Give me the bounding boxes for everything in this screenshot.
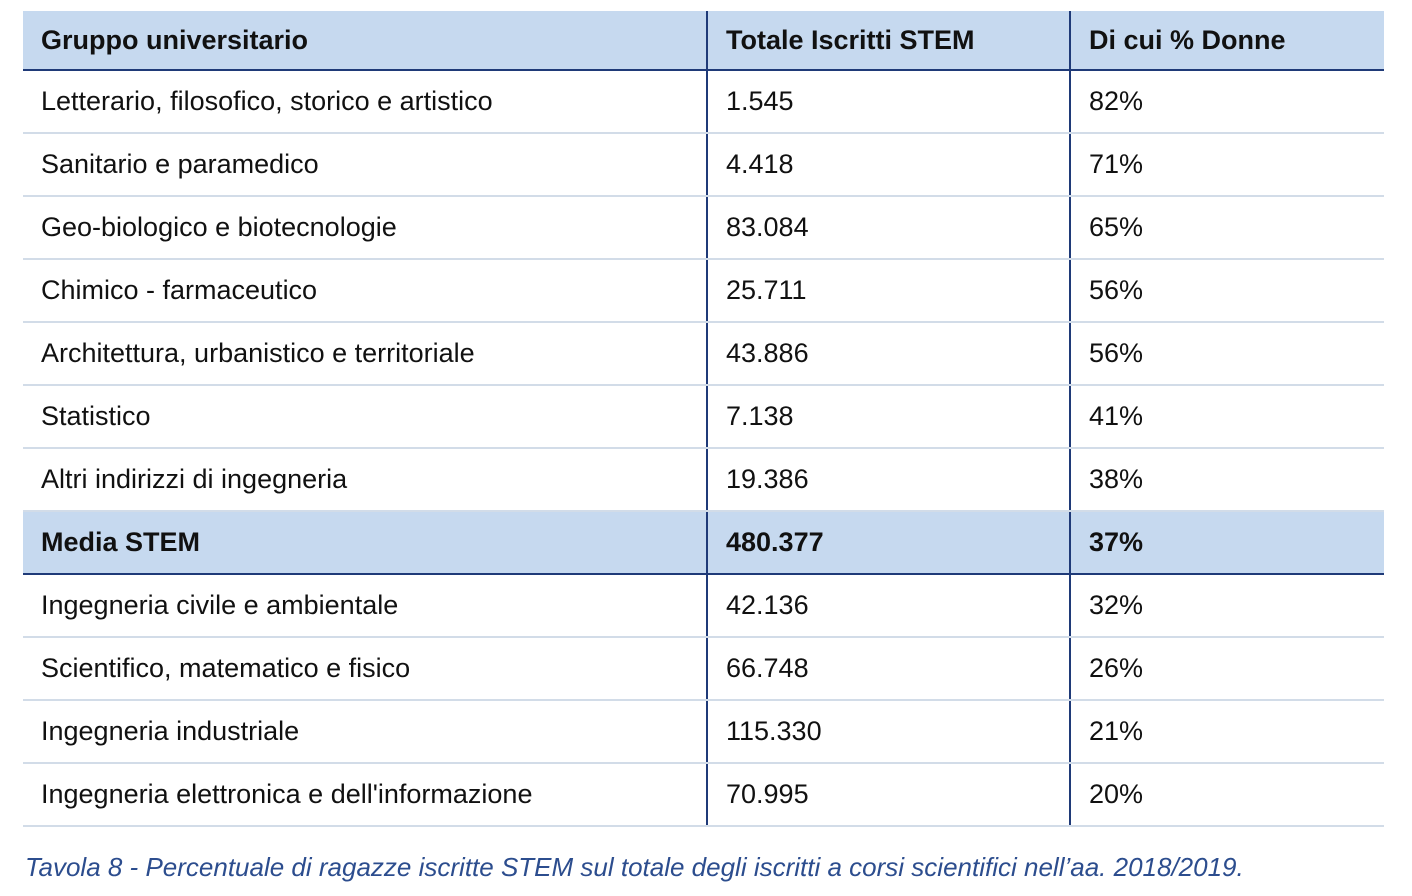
cell-women-percent: 71%	[1069, 133, 1384, 197]
cell-women-percent: 20%	[1069, 763, 1384, 827]
cell-total: 42.136	[706, 574, 1070, 638]
cell-women-percent: 38%	[1069, 448, 1384, 512]
header-row: Gruppo universitario Totale Iscritti STE…	[23, 11, 1384, 71]
header-total: Totale Iscritti STEM	[706, 11, 1070, 71]
table-row: Altri indirizzi di ingegneria 19.386 38%	[23, 448, 1384, 512]
cell-total: 115.330	[706, 700, 1070, 764]
cell-women-percent: 26%	[1069, 637, 1384, 701]
enrollment-table: Gruppo universitario Totale Iscritti STE…	[23, 11, 1384, 827]
cell-group: Chimico - farmaceutico	[23, 259, 707, 323]
table-row: Statistico 7.138 41%	[23, 385, 1384, 449]
cell-group: Ingegneria elettronica e dell'informazio…	[23, 763, 707, 827]
cell-women-percent: 21%	[1069, 700, 1384, 764]
cell-group: Scientifico, matematico e fisico	[23, 637, 707, 701]
table-row-average: Media STEM 480.377 37%	[23, 511, 1384, 575]
cell-total: 25.711	[706, 259, 1070, 323]
cell-total: 7.138	[706, 385, 1070, 449]
table-row: Ingegneria civile e ambientale 42.136 32%	[23, 574, 1384, 638]
cell-group: Statistico	[23, 385, 707, 449]
cell-total: 70.995	[706, 763, 1070, 827]
cell-group: Media STEM	[23, 511, 707, 575]
cell-total: 66.748	[706, 637, 1070, 701]
cell-women-percent: 65%	[1069, 196, 1384, 260]
cell-total: 1.545	[706, 70, 1070, 134]
cell-total: 43.886	[706, 322, 1070, 386]
cell-women-percent: 37%	[1069, 511, 1384, 575]
table-row: Chimico - farmaceutico 25.711 56%	[23, 259, 1384, 323]
cell-group: Sanitario e paramedico	[23, 133, 707, 197]
table-row: Sanitario e paramedico 4.418 71%	[23, 133, 1384, 197]
table-row: Letterario, filosofico, storico e artist…	[23, 70, 1384, 134]
table-header: Gruppo universitario Totale Iscritti STE…	[23, 11, 1384, 71]
cell-total: 480.377	[706, 511, 1070, 575]
cell-group: Altri indirizzi di ingegneria	[23, 448, 707, 512]
table-row: Architettura, urbanistico e territoriale…	[23, 322, 1384, 386]
cell-group: Ingegneria civile e ambientale	[23, 574, 707, 638]
cell-group: Architettura, urbanistico e territoriale	[23, 322, 707, 386]
header-group: Gruppo universitario	[23, 11, 707, 71]
data-table-container: Gruppo universitario Totale Iscritti STE…	[23, 11, 1384, 827]
cell-women-percent: 56%	[1069, 322, 1384, 386]
table-body: Letterario, filosofico, storico e artist…	[23, 70, 1384, 827]
cell-women-percent: 82%	[1069, 70, 1384, 134]
table-row: Geo-biologico e biotecnologie 83.084 65%	[23, 196, 1384, 260]
table-caption: Tavola 8 - Percentuale di ragazze iscrit…	[25, 852, 1244, 882]
cell-total: 19.386	[706, 448, 1070, 512]
cell-women-percent: 41%	[1069, 385, 1384, 449]
table-row: Ingegneria industriale 115.330 21%	[23, 700, 1384, 764]
cell-group: Letterario, filosofico, storico e artist…	[23, 70, 707, 134]
cell-women-percent: 32%	[1069, 574, 1384, 638]
table-row: Scientifico, matematico e fisico 66.748 26…	[23, 637, 1384, 701]
cell-group: Ingegneria industriale	[23, 700, 707, 764]
cell-group: Geo-biologico e biotecnologie	[23, 196, 707, 260]
cell-total: 4.418	[706, 133, 1070, 197]
cell-women-percent: 56%	[1069, 259, 1384, 323]
cell-total: 83.084	[706, 196, 1070, 260]
table-row: Ingegneria elettronica e dell'informazio…	[23, 763, 1384, 827]
header-women-percent: Di cui % Donne	[1069, 11, 1384, 71]
